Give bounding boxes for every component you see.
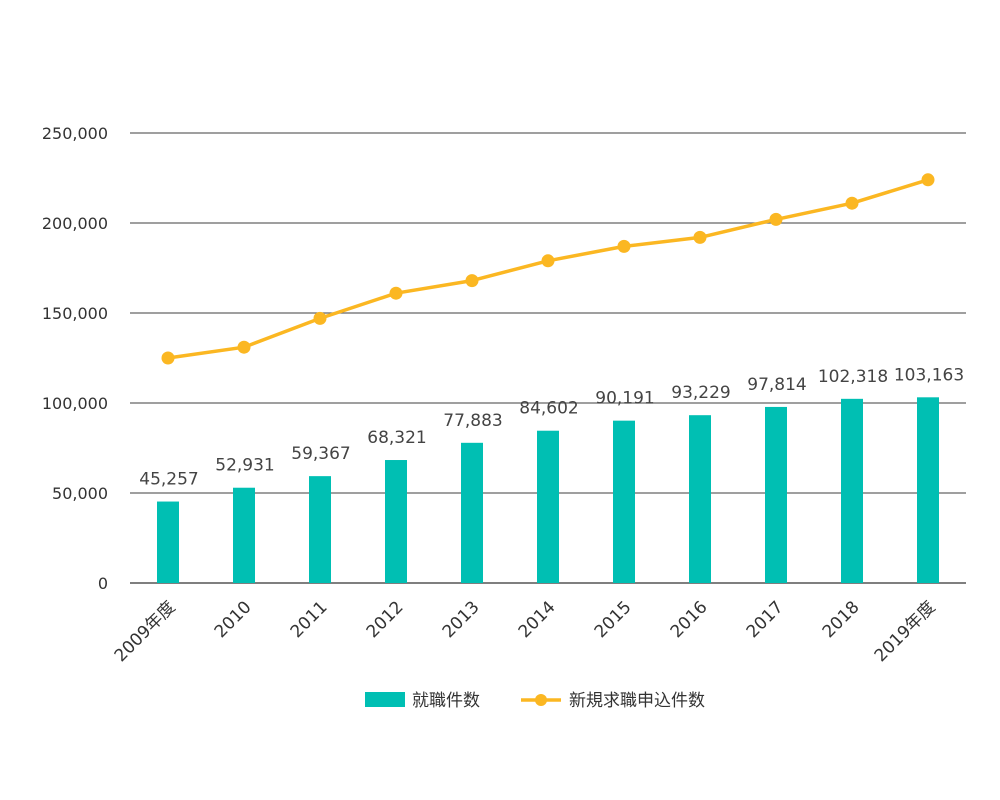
x-tick-label: 2012 — [363, 597, 408, 642]
line-point — [617, 239, 631, 253]
bar-data-label: 103,163 — [894, 365, 964, 385]
line-point — [845, 196, 859, 210]
bar — [917, 397, 939, 583]
bar-data-label: 52,931 — [215, 456, 274, 476]
bar — [765, 406, 787, 583]
x-tick-label: 2010 — [211, 597, 256, 642]
bar-data-label: 93,229 — [671, 383, 730, 403]
bar — [537, 430, 559, 583]
bar — [233, 487, 255, 583]
bar — [385, 460, 407, 583]
bar-data-label: 45,257 — [139, 470, 198, 490]
legend: 就職件数 新規求職申込件数 — [365, 691, 705, 711]
y-tick-label: 150,000 — [42, 304, 108, 323]
line-point — [237, 340, 251, 354]
line-point — [693, 230, 707, 244]
bar — [613, 420, 635, 583]
axis-layer: 0 50,000 100,000 150,000 200,000 250,000 2009年… — [42, 124, 940, 666]
bar-data-label: 59,367 — [291, 444, 350, 464]
legend-label-line: 新規求職申込件数 — [569, 691, 705, 711]
bar-data-label: 97,814 — [747, 375, 806, 395]
line-point — [465, 274, 479, 288]
bar-data-label: 90,191 — [595, 389, 654, 409]
bar — [689, 415, 711, 583]
x-tick-label: 2019年度 — [871, 597, 940, 666]
line-point — [389, 286, 403, 300]
line-point — [161, 351, 175, 365]
legend-label-bar: 就職件数 — [412, 691, 480, 711]
bar — [461, 442, 483, 583]
x-tick-label: 2013 — [439, 597, 484, 642]
grid-layer — [130, 132, 966, 584]
line-point — [313, 311, 327, 325]
x-tick-label: 2016 — [667, 597, 712, 642]
y-tick-label: 250,000 — [42, 124, 108, 143]
x-tick-label: 2014 — [515, 597, 560, 642]
x-tick-label: 2017 — [743, 597, 788, 642]
labels-layer: 45,257 52,931 59,367 68,321 77,883 84,602 90,1… — [139, 365, 964, 489]
bar — [157, 501, 179, 583]
y-tick-label: 100,000 — [42, 394, 108, 413]
legend-swatch-marker — [535, 694, 547, 706]
line-point — [921, 173, 935, 187]
bar-data-label: 68,321 — [367, 428, 426, 448]
x-tick-label: 2011 — [287, 597, 332, 642]
x-tick-label: 2018 — [819, 597, 864, 642]
legend-swatch-bar — [365, 692, 405, 707]
x-tick-label: 2015 — [591, 597, 636, 642]
line-point — [769, 212, 783, 226]
bar-data-label: 84,602 — [519, 399, 578, 419]
bar — [841, 398, 863, 583]
x-tick-label: 2009年度 — [111, 597, 180, 666]
line-layer — [161, 173, 935, 365]
y-tick-label: 200,000 — [42, 214, 108, 233]
bar-data-label: 77,883 — [443, 411, 502, 431]
bars-layer — [157, 397, 939, 583]
bar-data-label: 102,318 — [818, 367, 888, 387]
series-line — [167, 178, 929, 360]
y-tick-label: 0 — [98, 574, 108, 593]
line-point — [541, 254, 555, 268]
bar — [309, 476, 331, 583]
y-tick-label: 50,000 — [52, 484, 108, 503]
